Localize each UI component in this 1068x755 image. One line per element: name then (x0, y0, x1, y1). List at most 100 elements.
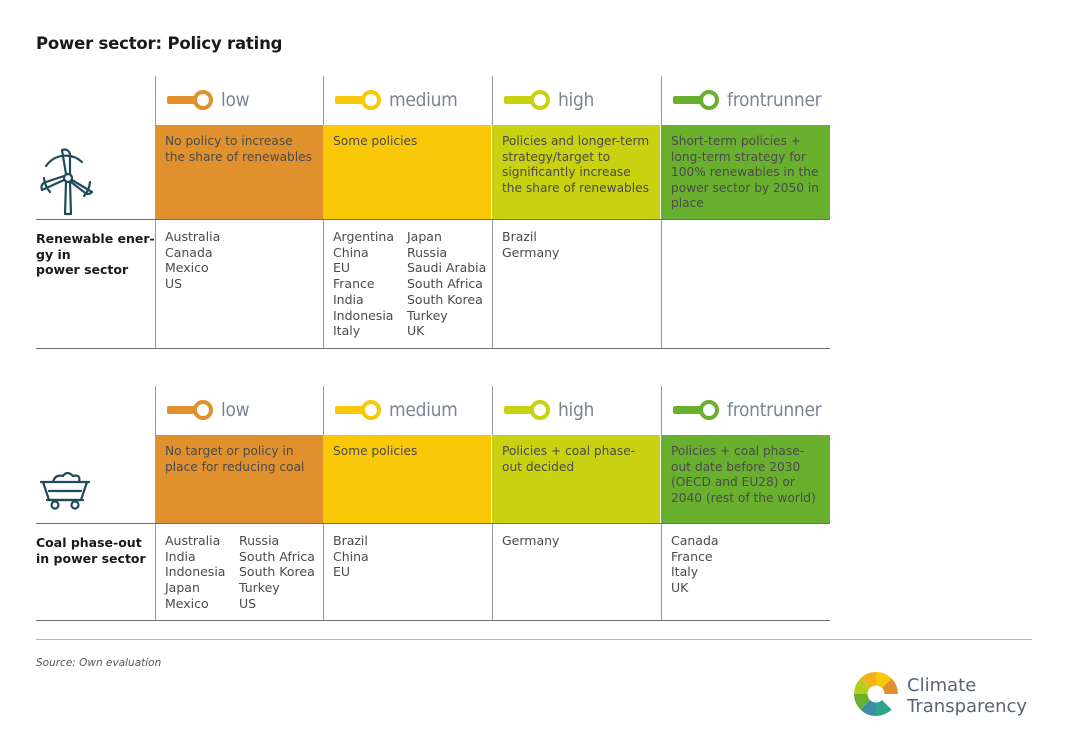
country-column: Australia Canada Mexico US (165, 229, 220, 292)
country-item: India (165, 548, 196, 564)
country-item: EU (333, 564, 351, 580)
criteria-medium: Some policies (323, 125, 491, 220)
criteria-low: No target or policy in place for reducin… (155, 435, 323, 524)
countries-frontrunner: Canada France Italy UK (661, 524, 829, 620)
logo-line-1: Climate (907, 675, 977, 696)
rating-label: frontrunner (727, 399, 822, 421)
country-item: Russia (239, 533, 280, 548)
rating-label: low (221, 399, 250, 421)
rating-label: low (221, 89, 250, 111)
source-note: Source: Own evaluation (36, 657, 162, 669)
table-bottom-rule (36, 348, 830, 349)
countries-frontrunner (661, 220, 829, 348)
countries-medium: Brazil China EU (323, 524, 491, 620)
countries-high: Germany (492, 524, 660, 620)
country-item: Italy (333, 323, 361, 339)
country-item: South Korea (407, 291, 483, 307)
row-divider (36, 219, 830, 220)
rating-label: frontrunner (727, 89, 822, 111)
criteria-high: Policies and longer-term strategy/target… (492, 125, 660, 220)
table-bottom-rule (36, 620, 830, 621)
rating-slider-icon (673, 89, 721, 111)
country-item: Turkey (407, 307, 448, 323)
rating-header-medium: medium (323, 76, 491, 124)
country-column: Brazil Germany (502, 229, 559, 260)
country-item: Canada (671, 533, 719, 548)
sector-label: Coal phase-out in power sector (36, 535, 146, 566)
logo-line-2: Transparency (907, 696, 1028, 717)
criteria-low: No policy to increase the share of renew… (155, 125, 323, 220)
rating-slider-icon (167, 89, 215, 111)
rating-header-medium: medium (323, 386, 491, 434)
countries-low: Australia Canada Mexico US (155, 220, 323, 348)
rating-label: medium (389, 89, 458, 111)
country-item: Australia (165, 229, 221, 244)
country-column: Japan Russia Saudi Arabia South Africa South… (407, 229, 486, 339)
logo-wordmark: Climate Transparency (907, 675, 1027, 717)
country-item: Italy (671, 564, 699, 580)
footer-divider (36, 639, 1032, 640)
country-item: China (333, 244, 369, 260)
country-item: EU (333, 260, 351, 276)
country-item: Indonesia (165, 564, 226, 580)
countries-low: Australia India Indonesia Japan Mexico Russia… (155, 524, 323, 620)
country-item: India (333, 291, 364, 307)
country-item: South Korea (239, 564, 315, 580)
rating-label: high (558, 89, 595, 111)
country-item: Brazil (333, 533, 368, 548)
country-column: Argentina China EU France India Indonesia Ital… (333, 229, 394, 339)
country-item: Brazil (502, 229, 537, 244)
country-item: China (333, 548, 369, 564)
country-item: Russia (407, 244, 448, 260)
country-item: Indonesia (333, 307, 394, 323)
rating-header-low: low (155, 76, 323, 124)
country-item: Germany (502, 533, 560, 548)
criteria-frontrunner: Short-term policies + long-term strategy… (661, 125, 830, 220)
renewable-energy-table: low medium high frontrunner No policy to inc… (36, 76, 830, 349)
country-item: Australia (165, 533, 221, 548)
rating-header-high: high (492, 386, 660, 434)
criteria-medium: Some policies (323, 435, 491, 524)
country-item: UK (407, 323, 425, 339)
coal-cart-icon (39, 470, 91, 514)
country-item: Mexico (165, 595, 209, 611)
countries-medium: Argentina China EU France India Indonesia Ital… (323, 220, 491, 348)
rating-slider-icon (335, 399, 383, 421)
rating-header-high: high (492, 76, 660, 124)
rating-slider-icon (504, 89, 552, 111)
countries-high: Brazil Germany (492, 220, 660, 348)
wind-turbine-icon (36, 146, 100, 222)
country-item: Japan (165, 580, 200, 596)
rating-slider-icon (167, 399, 215, 421)
rating-slider-icon (335, 89, 383, 111)
country-item: US (239, 595, 257, 611)
country-column: Canada France Italy UK (671, 533, 719, 596)
criteria-high: Policies + coal phase-out decided (492, 435, 660, 524)
country-item: Mexico (165, 260, 209, 276)
country-item: France (333, 276, 375, 292)
country-item: UK (671, 580, 689, 596)
country-item: Canada (165, 244, 213, 260)
rating-header-low: low (155, 386, 323, 434)
country-column: Russia South Africa South Korea Turkey US (239, 533, 315, 612)
row-divider (36, 523, 830, 524)
country-item: Japan (407, 229, 442, 244)
country-column: Germany (502, 533, 559, 549)
country-item: Turkey (239, 580, 280, 596)
country-item: Argentina (333, 229, 394, 244)
criteria-frontrunner: Policies + coal phase-out date before 20… (661, 435, 830, 524)
rating-slider-icon (673, 399, 721, 421)
country-column: Australia India Indonesia Japan Mexico (165, 533, 225, 612)
rating-header-frontrunner: frontrunner (661, 386, 829, 434)
page-title: Power sector: Policy rating (36, 34, 283, 53)
country-column: Brazil China EU (333, 533, 369, 580)
country-item: Germany (502, 244, 560, 260)
coal-phase-out-table: low medium high frontrunner No target or pol… (36, 386, 830, 621)
rating-header-frontrunner: frontrunner (661, 76, 829, 124)
climate-transparency-logo-icon (853, 671, 899, 717)
country-item: South Africa (239, 548, 315, 564)
country-item: France (671, 548, 713, 564)
rating-slider-icon (504, 399, 552, 421)
country-item: Saudi Arabia (407, 260, 487, 276)
rating-label: high (558, 399, 595, 421)
